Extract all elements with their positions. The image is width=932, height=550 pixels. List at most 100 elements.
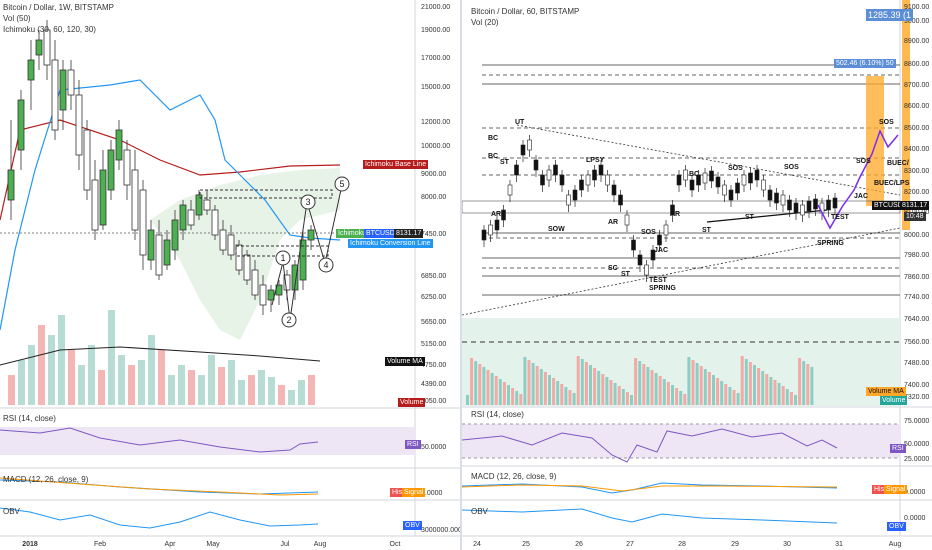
candle-body bbox=[624, 214, 630, 226]
candle-body bbox=[171, 219, 179, 251]
candle-body bbox=[527, 139, 532, 151]
volume-bar bbox=[494, 376, 498, 405]
projection-zone bbox=[866, 76, 884, 206]
volume-bar bbox=[802, 361, 806, 405]
volume-bar bbox=[258, 370, 265, 405]
hourly-chart-panel[interactable]: UT BC BC ST AR SOW LPSY AR SC ST SOS JAC TEST SPRING B… bbox=[462, 0, 932, 550]
obv-tag: OBV bbox=[403, 521, 422, 530]
volume-bar bbox=[519, 394, 523, 405]
hourly-chart-canvas[interactable]: UTBCBCSTARSOWLPSYARSCSTSOSJACTESTSPRINGB… bbox=[462, 0, 932, 550]
candle-body bbox=[235, 244, 243, 271]
volume-bar bbox=[248, 375, 255, 405]
price-tick-label: 8000.00 bbox=[904, 232, 929, 239]
candle-body bbox=[826, 199, 831, 211]
volume-bar bbox=[539, 369, 543, 405]
volume-bar bbox=[605, 377, 609, 405]
wyckoff-label: BC bbox=[488, 135, 498, 142]
candle-body bbox=[663, 224, 669, 236]
price-tick-label: 7860.00 bbox=[904, 274, 929, 281]
volume-bar bbox=[298, 380, 305, 405]
volume-bar bbox=[724, 384, 728, 405]
candle-body bbox=[83, 129, 91, 191]
panel-divider[interactable] bbox=[460, 0, 462, 550]
candle-body bbox=[676, 174, 682, 186]
volume-bar bbox=[308, 375, 315, 405]
volume-bar bbox=[687, 357, 691, 405]
volume-bar bbox=[625, 392, 629, 405]
candle-body bbox=[741, 174, 747, 186]
volume-bar bbox=[699, 366, 703, 405]
candle-body bbox=[7, 169, 15, 201]
candle-body bbox=[657, 234, 662, 246]
signal-line bbox=[462, 484, 838, 492]
volume-bar bbox=[502, 382, 506, 405]
candle-body bbox=[195, 194, 203, 216]
macd-tick: 0.0000 bbox=[904, 489, 926, 496]
volume-bar bbox=[466, 395, 469, 405]
volume-label: Volume bbox=[398, 398, 426, 407]
candle-body bbox=[709, 170, 714, 182]
volume-bar bbox=[556, 381, 560, 405]
hourly-rsi-legend: RSI (14, close) bbox=[471, 410, 524, 419]
resistance-zone bbox=[199, 189, 333, 199]
volume-bar bbox=[806, 364, 810, 405]
volume-bar bbox=[601, 374, 605, 405]
volume-bar bbox=[474, 361, 478, 405]
volume-bar bbox=[789, 392, 793, 405]
volume-bar bbox=[572, 393, 576, 405]
volume-bar bbox=[238, 380, 245, 405]
candle-body bbox=[774, 192, 779, 204]
candle-body bbox=[17, 99, 25, 151]
signal-line bbox=[0, 477, 319, 496]
wyckoff-label: SOS bbox=[784, 164, 799, 171]
time-tick-label: 25 bbox=[522, 541, 530, 548]
volume-bar bbox=[728, 387, 732, 405]
candle-body bbox=[481, 229, 487, 241]
rsi-band bbox=[0, 427, 415, 455]
weekly-rsi-legend: RSI (14, close) bbox=[3, 414, 56, 423]
wyckoff-label: SOS bbox=[856, 158, 871, 165]
last-price-tag: 8131.17 bbox=[394, 229, 424, 238]
candle-body bbox=[540, 174, 545, 186]
price-tick-label: 10000.00 bbox=[421, 143, 450, 150]
volume-bar bbox=[78, 365, 85, 405]
volume-bar bbox=[613, 383, 617, 405]
candle-body bbox=[131, 169, 139, 231]
candle-body bbox=[99, 169, 107, 226]
weekly-chart-panel[interactable]: 1 2 3 4 5 21000.00 19000.00 17000.00 15000.00 120… bbox=[0, 0, 460, 550]
price-tick-label: 8300.00 bbox=[904, 168, 929, 175]
elliott-wave-path bbox=[271, 184, 343, 321]
candle-body bbox=[592, 169, 597, 181]
time-tick-label: 28 bbox=[678, 541, 686, 548]
hourly-macd-legend: MACD (12, 26, close, 9) bbox=[471, 472, 557, 481]
candle-body bbox=[283, 274, 291, 291]
candle-body bbox=[696, 174, 701, 186]
candle-body bbox=[722, 184, 727, 196]
candle-body bbox=[728, 189, 734, 201]
candle-body bbox=[27, 59, 35, 81]
time-tick-label: Feb bbox=[94, 541, 106, 548]
obv-line bbox=[462, 508, 838, 524]
candle-body bbox=[787, 199, 792, 211]
volume-bar bbox=[654, 373, 658, 405]
volume-bar bbox=[712, 375, 715, 405]
candle-body bbox=[806, 200, 812, 212]
volume-bar bbox=[490, 373, 494, 405]
time-tick-label: Aug bbox=[889, 541, 902, 548]
volume-bar bbox=[68, 350, 75, 405]
wave-label-4: 4 bbox=[323, 260, 328, 270]
price-tick-label: 8500.00 bbox=[904, 125, 929, 132]
candle-body bbox=[813, 198, 818, 210]
wyckoff-label: SOS bbox=[879, 119, 894, 126]
obv-tick: 3000000.0000 bbox=[421, 527, 460, 534]
price-tick-label: 4050.00 bbox=[421, 398, 446, 405]
candle-body bbox=[267, 289, 275, 301]
volume-bar bbox=[507, 385, 510, 405]
wyckoff-label: BC bbox=[689, 171, 699, 178]
time-tick-label: 30 bbox=[783, 541, 791, 548]
volume-bar bbox=[675, 388, 679, 405]
volume-bar bbox=[98, 370, 105, 405]
volume-bar bbox=[638, 361, 642, 405]
weekly-chart-canvas[interactable]: 1 2 3 4 5 21000.00 19000.00 17000.00 15000.00 120… bbox=[0, 0, 460, 550]
price-tick-label: 15000.00 bbox=[421, 84, 450, 91]
